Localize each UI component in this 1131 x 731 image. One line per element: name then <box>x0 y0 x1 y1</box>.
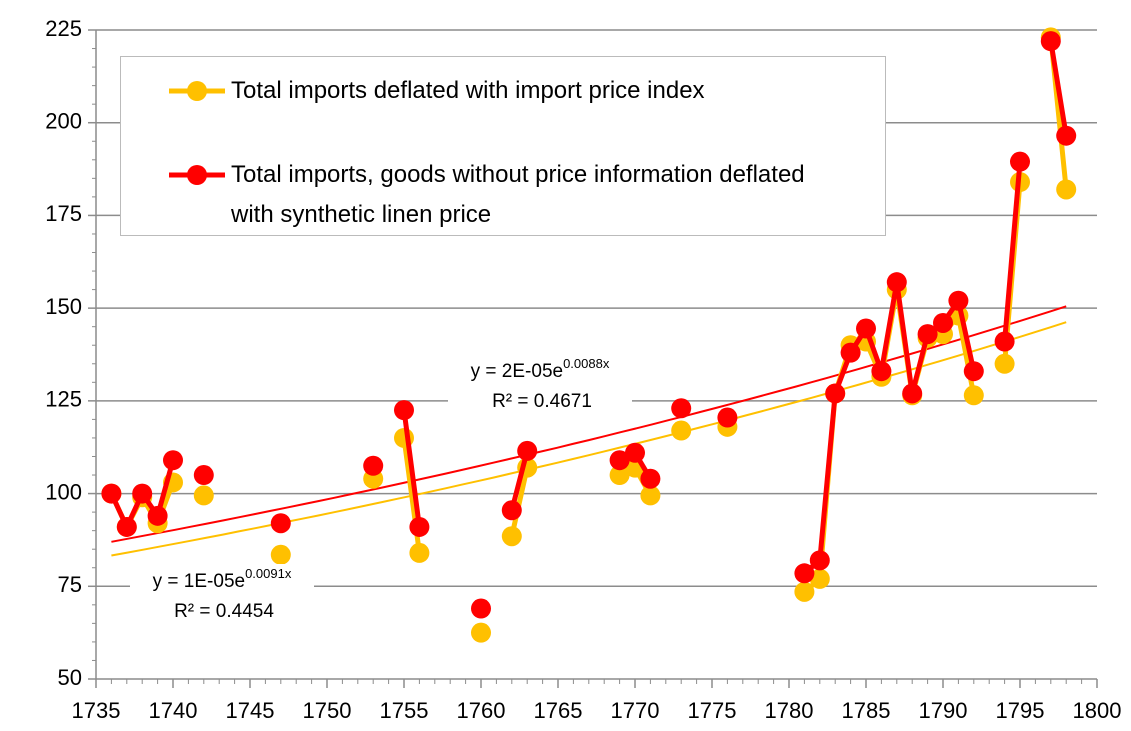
marker <box>671 420 692 441</box>
annotation-box <box>130 564 314 624</box>
legend: Total imports deflated with import price… <box>120 56 886 236</box>
legend-marker <box>187 81 207 101</box>
marker <box>409 542 430 563</box>
marker <box>101 483 122 504</box>
trend-equation: y = 1E-05e0.0091x <box>153 566 292 592</box>
marker <box>794 581 815 602</box>
legend-label: Total imports deflated with import price… <box>231 77 705 104</box>
x-tick-label: 1745 <box>226 698 275 723</box>
marker <box>886 272 907 293</box>
marker <box>501 526 522 547</box>
marker <box>116 516 137 537</box>
y-tick-label: 150 <box>45 294 82 319</box>
marker <box>717 407 738 428</box>
y-tick-label: 100 <box>45 479 82 504</box>
marker <box>517 440 538 461</box>
y-tick-label: 175 <box>45 201 82 226</box>
marker <box>671 398 692 419</box>
marker <box>948 290 969 311</box>
legend-icon <box>169 165 225 185</box>
marker <box>147 505 168 526</box>
trend-equation: y = 2E-05e0.0088x <box>471 356 610 382</box>
annotation-box <box>448 354 632 414</box>
y-tick-label: 200 <box>45 109 82 134</box>
marker <box>794 563 815 584</box>
marker <box>363 455 384 476</box>
marker <box>501 500 522 521</box>
trend-r2: R² = 0.4671 <box>492 391 592 412</box>
marker <box>409 516 430 537</box>
y-tick-label: 225 <box>45 16 82 41</box>
marker <box>1056 125 1077 146</box>
marker <box>471 622 491 643</box>
legend-marker <box>187 165 207 185</box>
marker <box>994 353 1015 374</box>
marker <box>1010 151 1030 172</box>
marker <box>825 383 846 404</box>
marker <box>193 465 214 486</box>
trend-r2: R² = 0.4454 <box>174 601 274 622</box>
equation-exponent: 0.0091x <box>245 566 292 581</box>
y-tick-label: 50 <box>58 665 82 690</box>
equation-base: y = 2E-05e <box>471 361 563 382</box>
marker <box>640 485 661 506</box>
marker <box>609 465 630 486</box>
equation-exponent: 0.0088x <box>563 356 610 371</box>
marker <box>871 361 892 382</box>
x-tick-label: 1800 <box>1073 698 1122 723</box>
legend-entry: Total imports deflated with import price… <box>167 71 851 111</box>
x-tick-label: 1785 <box>842 698 891 723</box>
marker <box>856 318 876 339</box>
marker <box>640 468 661 489</box>
marker <box>163 450 183 471</box>
x-tick-label: 1755 <box>380 698 429 723</box>
legend-label: Total imports, goods without price infor… <box>231 161 805 228</box>
x-tick-label: 1740 <box>149 698 198 723</box>
marker <box>625 442 645 463</box>
marker <box>963 361 984 382</box>
x-tick-label: 1790 <box>919 698 968 723</box>
marker <box>1040 31 1061 52</box>
legend-entry: Total imports, goods without price infor… <box>167 155 851 235</box>
x-tick-label: 1750 <box>303 698 352 723</box>
marker <box>963 385 984 406</box>
y-tick-label: 125 <box>45 387 82 412</box>
marker <box>840 342 861 363</box>
marker <box>1056 179 1077 200</box>
marker <box>270 513 291 534</box>
marker <box>809 550 830 571</box>
equation-base: y = 1E-05e <box>153 571 245 592</box>
marker <box>193 485 214 506</box>
x-tick-label: 1735 <box>72 698 121 723</box>
marker <box>994 331 1015 352</box>
x-tick-label: 1770 <box>611 698 660 723</box>
marker <box>609 450 630 471</box>
y-tick-label: 75 <box>58 572 82 597</box>
x-tick-label: 1760 <box>457 698 506 723</box>
x-tick-label: 1775 <box>688 698 737 723</box>
marker <box>809 568 830 589</box>
legend-icon <box>169 81 225 101</box>
x-tick-label: 1795 <box>996 698 1045 723</box>
marker <box>933 312 953 333</box>
marker <box>471 598 491 619</box>
marker <box>902 383 923 404</box>
marker <box>917 324 938 345</box>
marker <box>270 544 291 565</box>
x-tick-label: 1765 <box>534 698 583 723</box>
x-tick-label: 1780 <box>765 698 814 723</box>
marker <box>394 400 414 421</box>
marker <box>132 483 153 504</box>
